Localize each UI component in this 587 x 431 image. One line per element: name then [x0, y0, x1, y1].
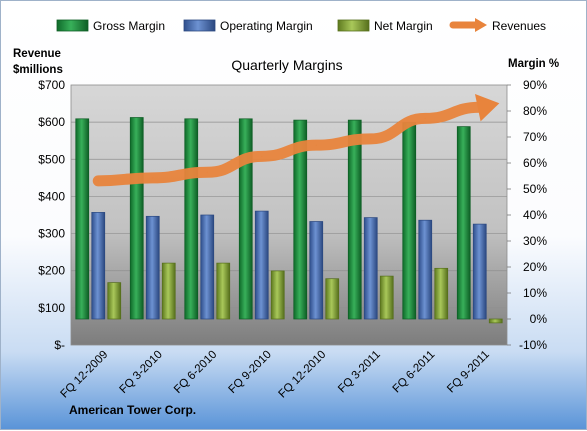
- left-tick-label: $500: [38, 152, 65, 166]
- revenue-point: [424, 117, 426, 119]
- x-tick-label: FQ 9-2010: [227, 349, 274, 396]
- bar-operating-margin: [200, 214, 215, 320]
- bar-gross-margin: [184, 118, 199, 320]
- bar-operating-margin: [254, 210, 269, 320]
- left-axis-title-line-1: Revenue: [13, 48, 61, 60]
- revenue-point: [370, 138, 372, 140]
- left-axis-ticks: $- $100 $200 $300 $400 $500 $600 $700: [38, 78, 65, 352]
- bar-net-margin: [270, 270, 285, 320]
- bar-gross-margin: [129, 117, 144, 320]
- bar-net-margin: [216, 262, 231, 320]
- bar-operating-margin: [145, 215, 160, 320]
- revenue-point: [206, 171, 208, 173]
- revenue-point: [152, 177, 154, 179]
- right-tick-label: 30%: [523, 234, 547, 248]
- legend-label-net-margin: Net Margin: [374, 19, 433, 33]
- bar-gross-margin: [75, 118, 90, 320]
- right-tick-label: 60%: [523, 156, 547, 170]
- x-axis-labels: FQ 12-2009 FQ 3-2010 FQ 6-2010 FQ 9-2010 FQ …: [58, 349, 491, 401]
- right-axis-ticks: -10% 0% 10% 20% 30% 40% 50% 60% 70% 80% 90%: [507, 78, 547, 352]
- revenue-arrowhead: [474, 93, 500, 122]
- left-tick-label: $300: [38, 227, 65, 241]
- left-tick-label: $700: [38, 78, 65, 92]
- bar-gross-margin: [293, 119, 308, 320]
- bar-gross-margin: [402, 122, 417, 320]
- right-tick-label: 70%: [523, 130, 547, 144]
- left-tick-label: $200: [38, 264, 65, 278]
- legend-label-revenues: Revenues: [492, 19, 546, 33]
- right-tick-label: -10%: [519, 338, 547, 352]
- x-tick-label: FQ 6-2010: [172, 349, 219, 396]
- legend-swatch-gross-margin: [56, 19, 89, 32]
- bar-operating-margin: [91, 212, 106, 320]
- x-tick-label: FQ 12-2009: [58, 349, 110, 401]
- bar-gross-margin: [347, 119, 362, 320]
- right-tick-label: 10%: [523, 286, 547, 300]
- bar-net-margin: [325, 278, 340, 320]
- legend-swatch-net-margin: [337, 19, 370, 32]
- bar-net-margin: [379, 275, 394, 320]
- right-tick-label: 90%: [523, 78, 547, 92]
- left-tick-label: $100: [38, 301, 65, 315]
- bar-gross-margin: [238, 118, 253, 320]
- company-label: American Tower Corp.: [69, 403, 196, 417]
- bar-net-margin: [488, 318, 503, 324]
- bar-net-margin: [107, 282, 122, 320]
- right-tick-label: 20%: [523, 260, 547, 274]
- x-tick-label: FQ 3-2011: [336, 349, 383, 396]
- bar-operating-margin: [363, 217, 378, 320]
- revenue-point: [261, 155, 263, 157]
- bar-operating-margin: [309, 221, 324, 320]
- revenue-point: [315, 144, 317, 146]
- right-tick-label: 80%: [523, 104, 547, 118]
- bar-net-margin: [161, 262, 176, 320]
- right-tick-label: 40%: [523, 208, 547, 222]
- bar-operating-margin: [472, 223, 487, 320]
- right-axis-title: Margin %: [508, 58, 559, 70]
- revenue-line: [92, 93, 500, 187]
- left-tick-label: $-: [54, 338, 65, 352]
- bar-operating-margin: [418, 219, 433, 320]
- x-tick-label: FQ 12-2010: [276, 349, 328, 401]
- bar-gross-margin: [456, 126, 471, 320]
- revenue-line-path: [92, 101, 486, 187]
- legend-label-operating-margin: Operating Margin: [220, 19, 313, 33]
- legend-swatch-revenues: [449, 18, 487, 32]
- legend-swatch-operating-margin: [183, 19, 216, 32]
- right-tick-label: 50%: [523, 182, 547, 196]
- plot-area: [70, 84, 508, 346]
- right-tick-label: 0%: [530, 312, 548, 326]
- x-tick-label: FQ 6-2011: [391, 349, 438, 396]
- left-tick-label: $600: [38, 115, 65, 129]
- legend-label-gross-margin: Gross Margin: [93, 19, 165, 33]
- legend: Gross Margin Operating Margin Net Margin…: [56, 18, 546, 33]
- revenue-point: [479, 106, 481, 108]
- bar-net-margin: [434, 267, 449, 320]
- chart-title: Quarterly Margins: [231, 57, 342, 73]
- left-tick-label: $400: [38, 189, 65, 203]
- left-axis-title-line-2: $millions: [13, 64, 63, 76]
- x-tick-label: FQ 9-2011: [445, 349, 492, 396]
- x-tick-label: FQ 3-2010: [118, 349, 165, 396]
- revenue-point: [97, 180, 99, 182]
